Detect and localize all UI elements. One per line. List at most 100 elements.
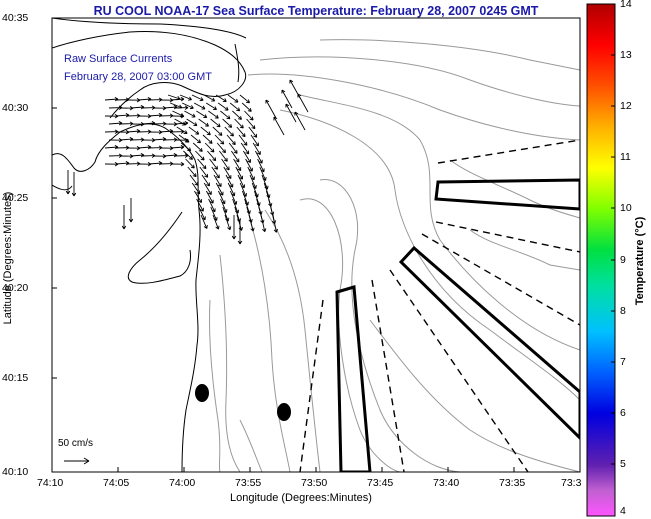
x-tick-label: 74:05 [103,477,130,489]
current-arrow [220,110,231,120]
current-arrow [297,93,309,113]
current-arrow [195,150,205,161]
current-arrow [243,150,251,164]
y-tick-label: 40:25 [2,192,29,204]
current-arrow [197,158,207,170]
current-arrow [176,126,188,134]
current-arrow [174,153,189,158]
current-arrow [244,198,251,215]
current-arrow [216,142,226,154]
current-arrow [206,190,214,204]
current-arrow [236,126,246,138]
current-arrow [200,214,208,229]
current-arrow [121,205,127,230]
current-arrow [178,134,190,143]
current-arrow [190,134,201,144]
surface-current-vectors [65,79,309,245]
colorbar-tick-label: 12 [620,100,632,112]
current-arrow [200,126,211,136]
restricted-area-east [398,245,580,441]
current-arrow [191,182,201,195]
current-arrow [210,118,221,128]
current-arrow [185,158,195,169]
colorbar-tick-label: 10 [620,202,632,214]
current-arrow [204,142,215,153]
current-arrow [194,190,202,204]
current-arrow [234,206,242,223]
current-arrow [229,102,241,112]
y-tick-label: 40:35 [2,12,29,24]
current-arrow [222,118,233,128]
current-arrow [191,94,204,102]
current-arrow [256,198,263,215]
current-arrow [104,145,119,150]
current-arrow [248,214,255,232]
current-arrow [237,220,243,245]
current-scale-label: 50 cm/s [58,438,94,449]
current-arrow [231,215,237,240]
current-arrow [253,190,261,207]
current-arrow [209,158,218,170]
x-axis-label: Longitude (Degrees:Minutes) [230,492,372,504]
y-tick-label: 40:10 [2,466,29,478]
current-arrow [244,110,254,121]
current-arrow [214,134,225,145]
x-tick-label: 73:40 [433,477,460,489]
current-arrow [215,94,227,102]
current-arrow [170,102,183,109]
x-tick-label: 73:50 [301,477,328,489]
current-arrow [196,110,208,118]
current-arrow [201,174,210,187]
current-arrow [202,134,213,144]
current-arrow [225,174,234,188]
current-arrow [246,118,256,130]
current-arrow [184,110,196,118]
current-arrow [186,118,198,126]
current-arrow [261,174,269,190]
current-arrow [179,94,192,101]
current-arrow [188,126,200,135]
current-arrow [211,166,220,179]
current-arrow [285,103,297,123]
current-arrow [233,158,242,172]
current-arrow [265,190,273,207]
current-arrow [199,166,209,178]
current-arrow [265,99,277,119]
x-tick-label: 73:3 [561,477,582,489]
current-arrow [227,94,239,103]
current-arrow [104,97,119,102]
current-arrow [241,190,249,206]
map-title: RU COOL NOAA-17 Sea Surface Temperature:… [93,4,539,18]
y-tick-label: 40:30 [2,102,29,114]
current-arrow [212,126,223,136]
current-arrow [217,102,229,111]
current-arrow [198,118,209,127]
current-arrow [128,198,134,223]
colorbar-tick-label: 13 [620,49,632,61]
current-arrow [189,174,199,186]
current-arrow [239,94,250,104]
current-arrow [203,94,216,102]
current-arrow [167,94,181,101]
current-arrow [245,158,253,172]
current-arrow [235,166,244,180]
x-tick-label: 74:00 [169,477,196,489]
current-arrow [196,198,204,212]
coastline [52,18,247,472]
current-arrow [174,118,186,126]
restricted-area-south [335,285,372,472]
current-arrow [272,214,279,233]
current-arrow [260,214,267,233]
x-tick-label: 73:35 [499,477,526,489]
current-arrow [213,174,222,188]
current-arrow [207,150,217,162]
current-arrow [232,198,240,214]
current-arrow [65,170,71,195]
current-arrow [192,142,203,152]
current-arrow [212,214,220,230]
y-tick-label: 40:20 [2,282,29,294]
current-arrow [182,102,194,110]
current-arrow [240,142,250,155]
current-arrow [251,182,259,198]
